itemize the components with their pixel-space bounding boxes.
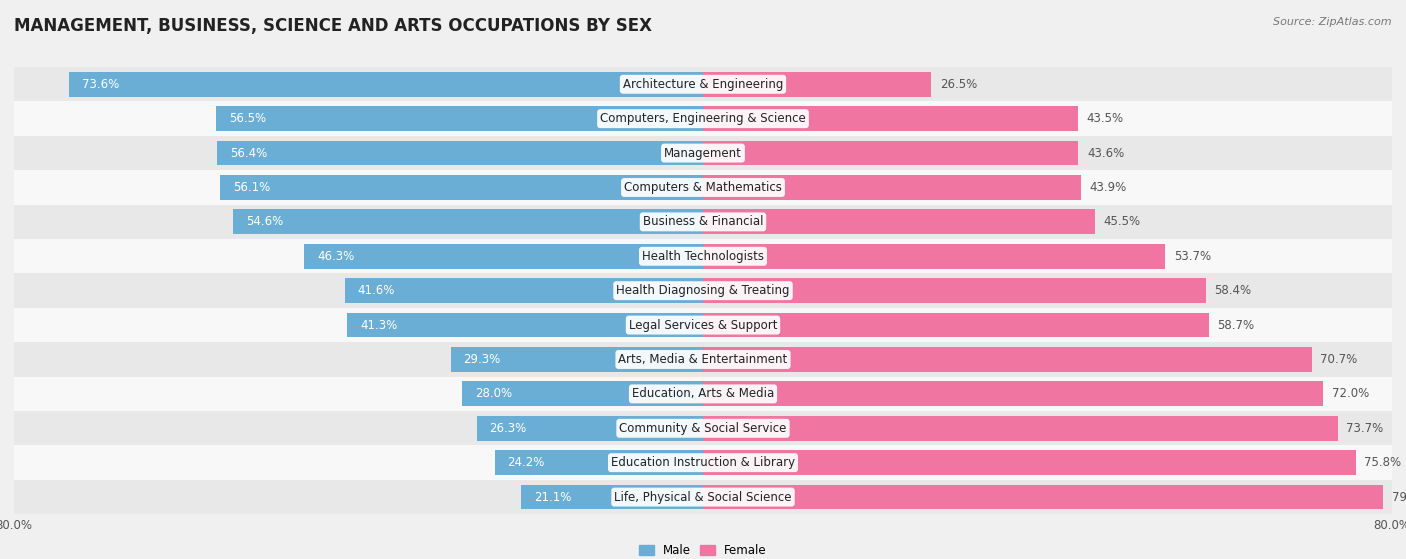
Bar [14,136,1392,170]
Text: 53.7%: 53.7% [1174,250,1211,263]
Text: Architecture & Engineering: Architecture & Engineering [623,78,783,91]
Bar [14,273,1392,308]
Bar [522,485,703,509]
Bar [495,451,703,475]
Text: 24.2%: 24.2% [508,456,546,469]
Text: Education Instruction & Library: Education Instruction & Library [612,456,794,469]
Bar [703,451,1355,475]
Text: 26.5%: 26.5% [939,78,977,91]
Text: 45.5%: 45.5% [1104,215,1140,229]
Text: 58.7%: 58.7% [1218,319,1254,331]
Text: 72.0%: 72.0% [1331,387,1369,400]
Bar [451,347,703,372]
Bar [233,210,703,234]
Text: Computers, Engineering & Science: Computers, Engineering & Science [600,112,806,125]
Bar [14,239,1392,273]
Bar [14,170,1392,205]
Text: Business & Financial: Business & Financial [643,215,763,229]
Bar [703,312,1209,338]
Bar [703,244,1166,269]
Bar [304,244,703,269]
Text: 43.9%: 43.9% [1090,181,1128,194]
Bar [14,446,1392,480]
Bar [217,106,703,131]
Bar [14,67,1392,102]
Bar [14,342,1392,377]
Text: 41.3%: 41.3% [360,319,398,331]
Text: 56.5%: 56.5% [229,112,267,125]
Bar [703,175,1081,200]
Bar [703,278,1206,303]
Text: Health Technologists: Health Technologists [643,250,763,263]
Bar [14,480,1392,514]
Bar [703,106,1077,131]
Text: 41.6%: 41.6% [357,284,395,297]
Bar [703,381,1323,406]
Bar [14,205,1392,239]
Bar [703,72,931,97]
Text: 28.0%: 28.0% [475,387,512,400]
Bar [703,485,1384,509]
Bar [219,175,703,200]
Bar [703,210,1095,234]
Text: 70.7%: 70.7% [1320,353,1358,366]
Text: 54.6%: 54.6% [246,215,283,229]
Text: 29.3%: 29.3% [464,353,501,366]
Text: 43.5%: 43.5% [1087,112,1123,125]
Bar [703,416,1337,440]
Text: 43.6%: 43.6% [1087,146,1125,159]
Text: MANAGEMENT, BUSINESS, SCIENCE AND ARTS OCCUPATIONS BY SEX: MANAGEMENT, BUSINESS, SCIENCE AND ARTS O… [14,17,652,35]
Text: Source: ZipAtlas.com: Source: ZipAtlas.com [1274,17,1392,27]
Bar [703,347,1312,372]
Bar [14,411,1392,446]
Bar [703,141,1078,165]
Bar [14,377,1392,411]
Bar [14,308,1392,342]
Text: Legal Services & Support: Legal Services & Support [628,319,778,331]
Text: Education, Arts & Media: Education, Arts & Media [631,387,775,400]
Bar [218,141,703,165]
Text: 73.6%: 73.6% [82,78,120,91]
Text: Life, Physical & Social Science: Life, Physical & Social Science [614,491,792,504]
Text: 79.0%: 79.0% [1392,491,1406,504]
Text: Community & Social Service: Community & Social Service [619,422,787,435]
Text: 56.4%: 56.4% [231,146,267,159]
Text: Arts, Media & Entertainment: Arts, Media & Entertainment [619,353,787,366]
Text: 26.3%: 26.3% [489,422,527,435]
Text: 73.7%: 73.7% [1347,422,1384,435]
Text: Management: Management [664,146,742,159]
Text: 21.1%: 21.1% [534,491,572,504]
Text: 46.3%: 46.3% [318,250,354,263]
Bar [347,312,703,338]
Text: 75.8%: 75.8% [1364,456,1402,469]
Bar [14,102,1392,136]
Legend: Male, Female: Male, Female [634,539,772,559]
Text: 58.4%: 58.4% [1215,284,1251,297]
Text: Computers & Mathematics: Computers & Mathematics [624,181,782,194]
Bar [69,72,703,97]
Text: 56.1%: 56.1% [233,181,270,194]
Text: Health Diagnosing & Treating: Health Diagnosing & Treating [616,284,790,297]
Bar [461,381,703,406]
Bar [477,416,703,440]
Bar [344,278,703,303]
